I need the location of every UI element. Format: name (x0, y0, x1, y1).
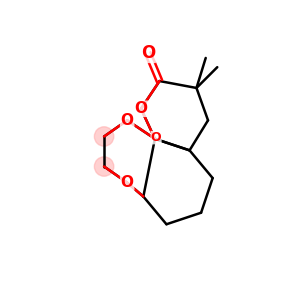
Text: O: O (151, 131, 161, 144)
Circle shape (94, 127, 114, 146)
Text: O: O (134, 101, 148, 116)
Text: O: O (121, 175, 134, 190)
Text: O: O (141, 44, 155, 62)
Text: O: O (121, 113, 134, 128)
Circle shape (94, 157, 114, 176)
